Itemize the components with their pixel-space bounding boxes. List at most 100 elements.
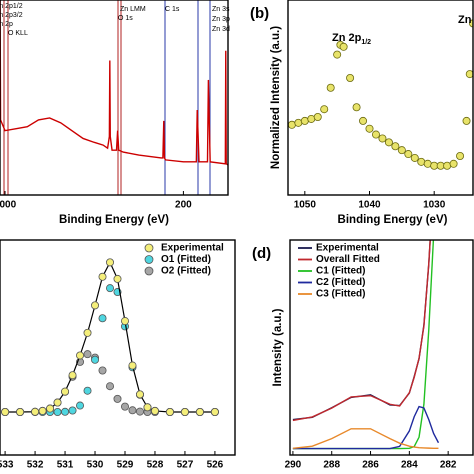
x-tick-label: 528 [147, 460, 164, 471]
data-point [113, 274, 122, 283]
x-tick-label: 1040 [358, 200, 381, 211]
x-tick-label: 530 [87, 460, 104, 471]
plot-area [1, 258, 219, 416]
data-point [83, 386, 92, 395]
data-point [76, 401, 85, 410]
data-point [352, 103, 361, 112]
annotation: O 1s [118, 15, 133, 22]
legend-label: O1 (Fitted) [161, 254, 211, 265]
data-point [1, 407, 10, 416]
data-point [359, 116, 368, 125]
annotation-text: Zn [458, 14, 472, 26]
annotation: Zn 3s [212, 6, 230, 13]
data-point [120, 402, 129, 411]
panel-label: (b) [250, 5, 269, 22]
annotation-text: Zn 2p [332, 32, 362, 44]
data-point [210, 407, 219, 416]
annotation: Zn LMM [120, 6, 146, 13]
series-line [292, 405, 440, 450]
x-tick-label: 533 [0, 460, 14, 471]
data-point [46, 404, 55, 413]
y-axis-label: Normalized Intensity (a.u.) [270, 26, 282, 169]
series-line [292, 240, 431, 421]
x-axis-label: Binding Energy (eV) [59, 214, 169, 226]
legend-label: Overall Fitted [316, 254, 380, 265]
legend-marker [144, 243, 154, 253]
data-point [449, 159, 458, 168]
x-tick-label: 200 [175, 200, 192, 211]
data-point [462, 116, 471, 125]
data-point [98, 366, 107, 375]
data-point [31, 407, 40, 416]
data-point [128, 361, 137, 370]
y-axis-label: Intensity (a.u.) [272, 308, 284, 386]
legend-marker [144, 255, 154, 264]
series-line [292, 240, 431, 422]
data-point [91, 301, 100, 310]
annotation: Zn 2p [0, 21, 13, 28]
data-point [371, 130, 380, 139]
annotation: Zn 3d [212, 26, 230, 33]
x-tick-label: 1050 [294, 200, 317, 211]
data-point [397, 146, 406, 155]
annotation-sub: 1/2 [361, 39, 371, 46]
axes-frame [0, 0, 229, 196]
x-tick-label: 531 [57, 460, 74, 471]
data-point [61, 387, 70, 396]
annotation: Zn 2p1/2 [332, 32, 371, 46]
data-point [391, 142, 400, 151]
data-point [150, 406, 159, 415]
data-point [128, 406, 137, 415]
data-point [38, 406, 47, 415]
legend-label: Experimental [161, 243, 224, 254]
data-point [346, 74, 355, 83]
data-point [135, 407, 144, 416]
data-point [83, 350, 92, 359]
axes-frame [0, 239, 236, 456]
x-tick-label: 529 [117, 460, 134, 471]
x-tick-label: 526 [207, 460, 224, 471]
data-point [143, 403, 152, 412]
x-tick-label: 288 [323, 460, 340, 471]
data-point [339, 42, 348, 51]
data-point [313, 113, 322, 122]
data-point [378, 134, 387, 143]
data-point [384, 138, 393, 147]
annotation: Zn 2p3/2 [0, 12, 23, 19]
legend-label: C1 (Fitted) [316, 266, 365, 277]
plot-area [292, 240, 440, 450]
data-point [16, 407, 25, 416]
data-point [320, 105, 329, 114]
legend-label: O2 (Fitted) [161, 266, 211, 277]
annotation: Zn [458, 14, 472, 26]
data-point [165, 407, 174, 416]
data-point [106, 284, 115, 293]
data-point [98, 314, 107, 323]
data-point [68, 371, 77, 380]
x-tick-label: 282 [440, 460, 457, 471]
data-point [365, 124, 374, 133]
data-point [106, 382, 115, 391]
x-tick-label: 286 [362, 460, 379, 471]
data-point [106, 258, 115, 267]
annotation: Zn 3p [212, 16, 230, 23]
data-point [98, 272, 107, 281]
data-point [404, 150, 413, 159]
plot-area [0, 0, 228, 166]
data-point [180, 407, 189, 416]
data-point [61, 407, 70, 416]
legend-marker [144, 266, 154, 276]
data-point [68, 406, 77, 415]
data-point [456, 151, 465, 160]
data-point [91, 355, 100, 364]
legend-label: C3 (Fitted) [316, 289, 365, 300]
panel-label: (d) [252, 245, 271, 262]
data-point [195, 407, 204, 416]
data-point [53, 407, 62, 416]
axes-frame [287, 0, 474, 196]
series-line [292, 240, 435, 450]
x-tick-label: 290 [285, 460, 302, 471]
x-tick-label: 532 [27, 460, 44, 471]
data-point [83, 328, 92, 337]
